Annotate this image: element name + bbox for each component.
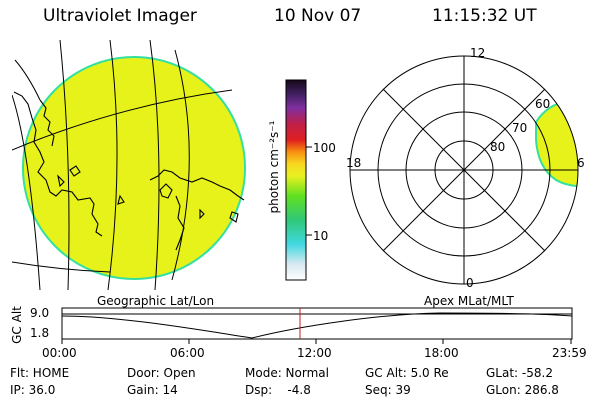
mlat-label-60: 60 (535, 97, 551, 111)
colorbar-gradient (285, 79, 307, 281)
lat-lon-grid (12, 40, 233, 290)
status-flt: Flt: HOME (10, 366, 70, 380)
status-dsp: Dsp: -4.8 (245, 383, 311, 397)
time-ticks (61, 339, 572, 344)
time-tick-1800: 18:00 (424, 346, 459, 360)
altitude-curve (61, 312, 573, 339)
geographic-caption: Geographic Lat/Lon (97, 294, 215, 308)
uvi-image-disk (22, 56, 246, 280)
altitude-ytick-bottom: 1.8 (30, 326, 50, 340)
coastline-outline (13, 91, 245, 251)
time-tick-0000: 00:00 (42, 346, 77, 360)
geographic-image (12, 40, 246, 290)
status-ip: IP: 36.0 (10, 383, 56, 397)
altitude-panel (61, 307, 573, 344)
polar-grid (349, 55, 579, 285)
instrument-title: Ultraviolet Imager (43, 6, 197, 26)
polar-plot (349, 55, 579, 285)
status-mode: Mode: Normal (245, 366, 329, 380)
colorbar-label-10: 10 (313, 229, 329, 243)
colorbar (285, 79, 312, 281)
altitude-frame (61, 307, 573, 340)
mlt-label-12: 12 (470, 46, 486, 60)
altitude-ylabel: GC Alt (10, 306, 24, 344)
mlt-label-6: 6 (577, 156, 585, 170)
status-glon: GLon: 286.8 (486, 383, 559, 397)
status-seq: Seq: 39 (365, 383, 411, 397)
mlt-label-18: 18 (346, 156, 362, 170)
time-tick-2359: 23:59 (552, 346, 587, 360)
time-tick-1200: 12:00 (297, 346, 332, 360)
apex-caption: Apex MLat/MLT (424, 294, 514, 308)
status-gcalt: GC Alt: 5.0 Re (365, 366, 449, 380)
status-glat: GLat: -58.2 (486, 366, 553, 380)
mlt-label-0: 0 (466, 276, 474, 290)
status-gain: Gain: 14 (127, 383, 178, 397)
time-tick-0600: 06:00 (170, 346, 205, 360)
status-door: Door: Open (127, 366, 196, 380)
colorbar-units: photon cm⁻²s⁻¹ (267, 120, 281, 214)
colorbar-label-100: 100 (313, 141, 336, 155)
time-label: 11:15:32 UT (432, 6, 537, 26)
altitude-ytick-top: 9.0 (30, 306, 50, 320)
mlat-label-80: 80 (490, 140, 506, 154)
mlat-label-70: 70 (512, 121, 528, 135)
date-label: 10 Nov 07 (274, 6, 362, 26)
